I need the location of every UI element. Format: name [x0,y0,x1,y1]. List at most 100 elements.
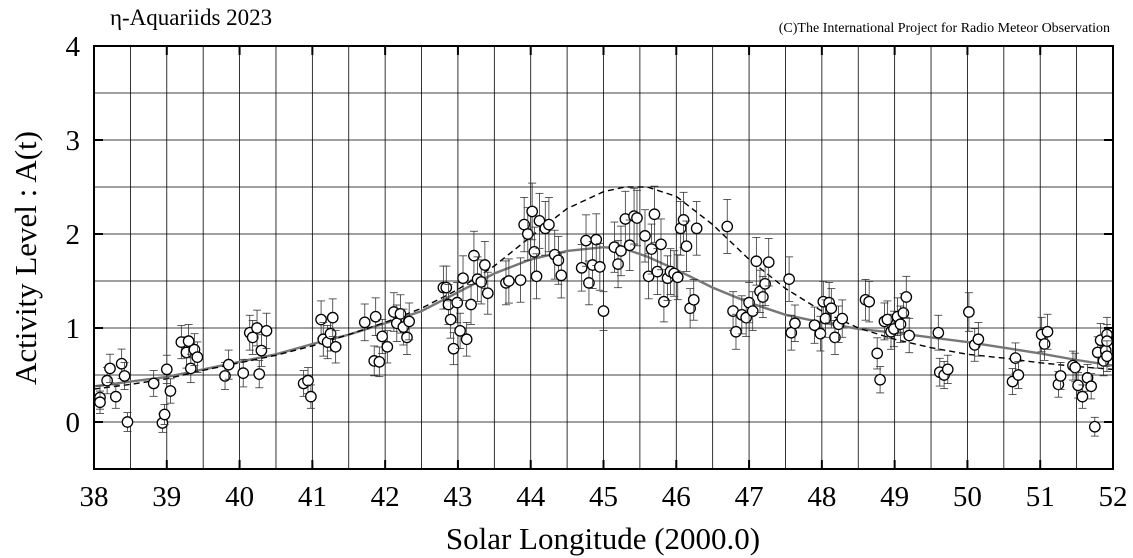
data-point [677,191,690,248]
x-tick-label: 50 [953,481,982,513]
data-point [514,257,527,303]
data-point [687,279,700,321]
data-point [373,346,386,378]
data-point [680,220,693,272]
data-point-marker [1009,352,1022,364]
data-point-marker [762,256,775,269]
data-point-marker [651,265,664,278]
x-tick-label: 38 [80,481,109,513]
data-point-marker [1076,390,1089,403]
data-point-marker [255,344,268,357]
data-point-marker [1012,369,1025,381]
data-point [639,209,651,263]
data-point-marker [503,275,515,287]
data-point-marker [730,325,742,338]
data-point [503,258,515,304]
data-point [721,199,734,254]
data-point-marker [219,370,231,382]
data-point-marker [444,313,457,326]
data-point-marker [836,312,849,325]
data-point-marker [164,385,177,397]
data-points [94,182,1113,437]
data-point [789,304,801,342]
data-point-marker [1085,380,1098,393]
x-tick-label: 39 [152,481,181,513]
data-point-marker [460,333,473,346]
data-point-marker [874,373,886,386]
data-point [121,412,134,432]
y-tick-label: 1 [66,313,81,345]
data-point-marker [1069,361,1082,374]
data-point-marker [863,295,876,308]
data-point-marker [897,307,910,319]
data-point [305,384,317,409]
data-point-marker [789,317,801,330]
data-point-marker [972,333,985,346]
data-point-marker [251,322,263,334]
data-point [730,313,742,350]
data-point-marker [305,390,317,403]
data-point-marker [521,228,534,240]
data-point-marker [530,270,543,283]
chart-title: η-Aquariids 2023 [110,5,272,30]
y-tick-label: 3 [66,125,81,157]
data-point-marker [528,246,541,258]
data-point-marker [373,355,386,368]
data-point [874,366,886,394]
data-point-marker [302,374,314,387]
data-point-marker [680,240,693,253]
data-point-marker [329,340,342,353]
data-point-marker [963,306,975,318]
data-point-marker [401,331,413,344]
data-point-marker [819,312,832,325]
data-point-marker [324,327,337,340]
x-tick-label: 45 [589,481,618,513]
data-point-marker [109,390,122,403]
data-point-marker [526,205,539,218]
data-point [580,214,592,267]
data-point [972,322,985,357]
data-point-marker [871,347,884,360]
data-point [315,300,327,339]
data-point-marker [658,295,670,308]
data-point [1041,313,1054,350]
data-point [526,182,539,241]
data-point-marker [687,293,700,306]
data-point [381,330,394,364]
data-point [903,317,916,354]
data-point [479,241,491,289]
data-point [358,303,371,342]
data-point [147,370,160,397]
data-point-marker [182,335,195,348]
data-point-marker [590,233,603,246]
data-point [481,271,494,315]
data-point [326,298,339,337]
data-point-marker [118,370,131,382]
data-point [118,361,131,390]
data-point [460,322,473,357]
data-point-marker [759,277,771,290]
data-point-marker [454,324,466,337]
grid [93,45,1114,470]
data-point [468,230,480,281]
data-point-marker [721,220,734,233]
data-point [403,302,416,341]
data-point [1088,416,1101,437]
data-point-marker [903,329,916,342]
data-point [871,337,884,370]
data-point-marker [394,308,407,320]
data-point [762,238,775,287]
data-point-marker [750,255,763,268]
data-point [825,288,838,329]
data-point [164,378,177,404]
data-point-marker [479,259,491,271]
data-point-marker [543,218,555,231]
data-point-marker [237,367,250,379]
data-point [575,244,588,292]
data-point [158,404,171,425]
data-point-marker [1054,370,1067,382]
data-point [94,390,106,414]
data-point-marker [1041,325,1054,338]
data-point-marker [326,311,339,324]
data-point [191,341,204,373]
